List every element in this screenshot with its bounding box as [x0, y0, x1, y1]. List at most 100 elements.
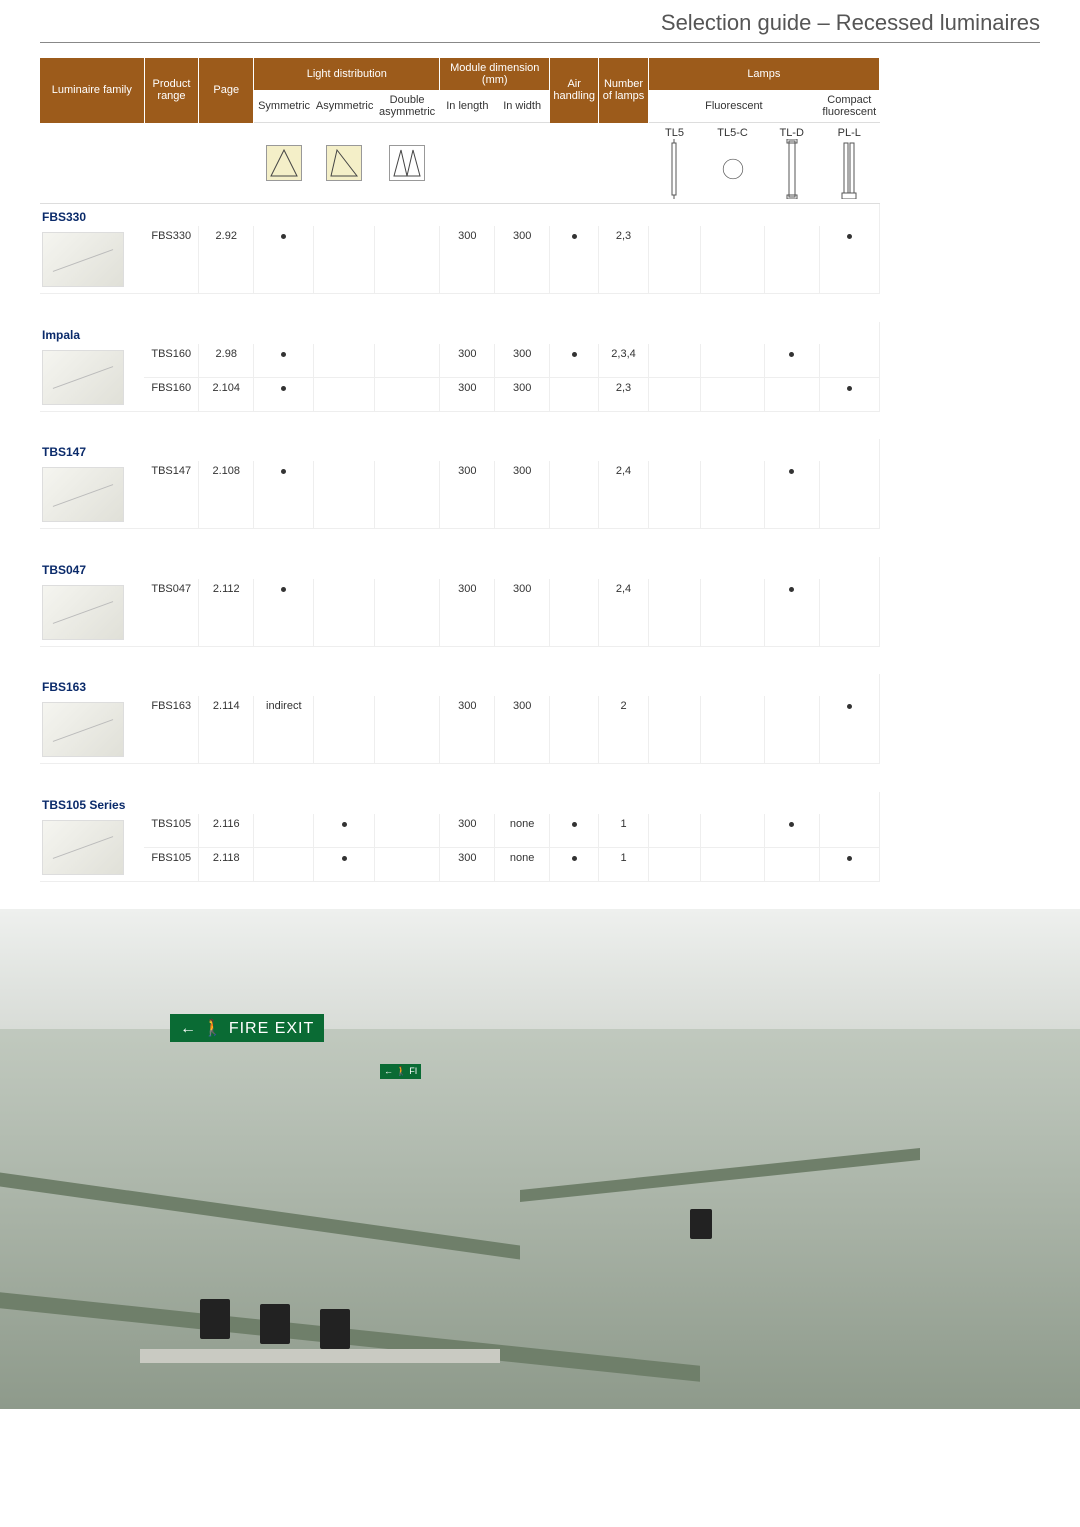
cell-tl5c	[701, 579, 765, 647]
cell-len: 300	[440, 377, 495, 411]
cell-tl5	[648, 847, 701, 881]
cell-tld	[764, 377, 819, 411]
cell-wid: none	[495, 847, 550, 881]
cell-len: 300	[440, 461, 495, 529]
cell-tl5c	[701, 226, 765, 294]
section-heading: FBS163	[40, 674, 880, 696]
hdr-tl5c: TL5-C	[701, 123, 765, 204]
hdr-page: Page	[199, 58, 254, 123]
table-row: FBS1052.118 300none 1	[40, 847, 880, 881]
table-row: FBS3302.923003002,3	[40, 226, 880, 294]
cell-tl5c	[701, 696, 765, 764]
cell-tl5	[648, 579, 701, 647]
product-thumbnail	[40, 696, 144, 764]
cell-range: TBS047	[144, 579, 199, 647]
cell-page: 2.92	[199, 226, 254, 294]
cell-range: FBS105	[144, 847, 199, 881]
fire-exit-sign: ← 🚶 FIRE EXIT	[170, 1014, 324, 1042]
hdr-tld: TL-D	[764, 123, 819, 204]
cell-wid: 300	[495, 696, 550, 764]
hdr-sym: Symmetric	[254, 90, 314, 123]
cell-air	[550, 461, 599, 529]
cell-sym	[254, 377, 314, 411]
cell-len: 300	[440, 814, 495, 848]
cell-page: 2.118	[199, 847, 254, 881]
cell-tld	[764, 814, 819, 848]
product-thumbnail	[40, 579, 144, 647]
cell-range: FBS330	[144, 226, 199, 294]
cell-wid: 300	[495, 579, 550, 647]
section-heading: FBS330	[40, 204, 880, 227]
cell-pll	[819, 344, 879, 378]
table-row: TBS0472.1123003002,4	[40, 579, 880, 647]
hdr-range: Product range	[144, 58, 199, 123]
cell-range: TBS147	[144, 461, 199, 529]
hdr-lightdist: Light distribution	[254, 58, 440, 90]
cell-air	[550, 814, 599, 848]
cell-tl5c	[701, 377, 765, 411]
cell-dbl	[374, 814, 440, 848]
product-thumbnail	[40, 461, 144, 529]
cell-page: 2.108	[199, 461, 254, 529]
cell-sym	[254, 461, 314, 529]
cell-range: FBS160	[144, 377, 199, 411]
cell-asym	[314, 847, 374, 881]
hdr-fluor: Fluorescent	[648, 90, 819, 123]
icon-double-asym	[374, 123, 440, 204]
cell-page: 2.116	[199, 814, 254, 848]
cell-sym	[254, 226, 314, 294]
hdr-len: In length	[440, 90, 495, 123]
selection-table-wrap: Recessed luminaires Luminaire family Pro…	[0, 43, 1080, 909]
cell-air	[550, 696, 599, 764]
cell-tl5c	[701, 814, 765, 848]
cell-dbl	[374, 461, 440, 529]
cell-tl5	[648, 696, 701, 764]
hdr-lamps: Lamps	[648, 58, 879, 90]
cell-pll	[819, 377, 879, 411]
hdr-dbl: Double asymmetric	[374, 90, 440, 123]
cell-len: 300	[440, 226, 495, 294]
cell-wid: 300	[495, 461, 550, 529]
hdr-num: Number of lamps	[599, 58, 648, 123]
cell-dbl	[374, 344, 440, 378]
cell-page: 2.112	[199, 579, 254, 647]
cell-sym	[254, 344, 314, 378]
cell-asym	[314, 814, 374, 848]
cell-num: 2	[599, 696, 648, 764]
cell-page: 2.98	[199, 344, 254, 378]
cell-sym	[254, 814, 314, 848]
cell-len: 300	[440, 344, 495, 378]
table-row: TBS1472.1083003002,4	[40, 461, 880, 529]
cell-wid: 300	[495, 377, 550, 411]
cell-asym	[314, 579, 374, 647]
cell-range: TBS160	[144, 344, 199, 378]
cell-tld	[764, 344, 819, 378]
cell-tl5	[648, 226, 701, 294]
cell-num: 2,3	[599, 226, 648, 294]
table-row: FBS1632.114indirect3003002	[40, 696, 880, 764]
fire-exit-sign-small: ← 🚶 FI	[380, 1064, 421, 1079]
cell-sym	[254, 579, 314, 647]
hdr-air: Air handling	[550, 58, 599, 123]
cell-air	[550, 377, 599, 411]
office-photo: ← 🚶 FIRE EXIT ← 🚶 FI	[0, 909, 1080, 1409]
table-row: TBS1052.116300none1	[40, 814, 880, 848]
cell-pll	[819, 579, 879, 647]
section-heading: TBS105 Series	[40, 792, 880, 814]
product-thumbnail	[40, 344, 144, 412]
cell-tl5	[648, 377, 701, 411]
selection-table: Luminaire family Product range Page Ligh…	[40, 58, 880, 909]
cell-num: 2,3	[599, 377, 648, 411]
cell-asym	[314, 377, 374, 411]
cell-num: 1	[599, 847, 648, 881]
cell-dbl	[374, 377, 440, 411]
cell-num: 1	[599, 814, 648, 848]
cell-dbl	[374, 226, 440, 294]
table-row: TBS1602.983003002,3,4	[40, 344, 880, 378]
cell-tld	[764, 461, 819, 529]
cell-len: 300	[440, 847, 495, 881]
cell-tl5c	[701, 847, 765, 881]
cell-tl5	[648, 814, 701, 848]
cell-range: TBS105	[144, 814, 199, 848]
cell-sym: indirect	[254, 696, 314, 764]
